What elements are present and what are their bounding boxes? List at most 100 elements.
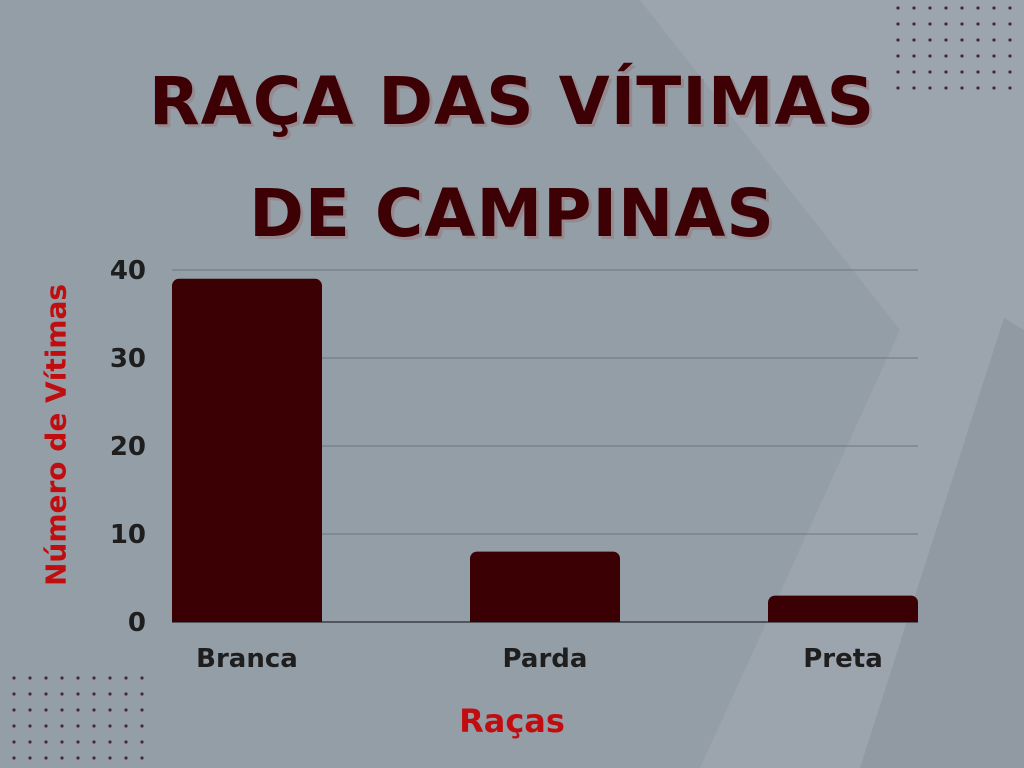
decor-dot xyxy=(992,6,996,10)
decor-dot xyxy=(92,740,96,744)
decor-dot xyxy=(28,692,32,696)
decor-dot xyxy=(12,756,16,760)
y-tick-label: 20 xyxy=(110,432,146,462)
decor-dot xyxy=(992,70,996,74)
decor-dot xyxy=(44,708,48,712)
y-axis-ticks: 0 10 20 30 40 xyxy=(110,256,146,638)
decor-dot xyxy=(28,724,32,728)
decor-dot xyxy=(1008,38,1012,42)
decor-dot xyxy=(140,756,144,760)
decor-dot xyxy=(912,86,916,90)
decor-dot xyxy=(896,6,900,10)
x-tick-label: Branca xyxy=(196,644,298,674)
decor-dot xyxy=(124,740,128,744)
decor-dot xyxy=(1008,86,1012,90)
decor-dot xyxy=(140,740,144,744)
decor-dot xyxy=(12,676,16,680)
decor-dot xyxy=(976,22,980,26)
decor-dot xyxy=(108,692,112,696)
y-tick-label: 0 xyxy=(128,608,146,638)
decor-dot xyxy=(1008,54,1012,58)
decor-dot xyxy=(896,70,900,74)
decor-dot xyxy=(44,676,48,680)
decor-dot xyxy=(92,724,96,728)
decor-dot xyxy=(76,708,80,712)
decor-dot xyxy=(1008,70,1012,74)
chart-title-line-2: DE CAMPINAS xyxy=(249,175,775,252)
decor-dot xyxy=(92,756,96,760)
decor-dot xyxy=(944,70,948,74)
decor-dot xyxy=(992,86,996,90)
decor-dot xyxy=(108,708,112,712)
decor-dot xyxy=(960,22,964,26)
decor-dot xyxy=(896,38,900,42)
decor-dot xyxy=(60,724,64,728)
decor-dot xyxy=(976,86,980,90)
decor-dot xyxy=(76,676,80,680)
y-tick-label: 30 xyxy=(110,344,146,374)
decor-dot xyxy=(124,756,128,760)
decor-dot xyxy=(992,38,996,42)
decor-dot xyxy=(960,86,964,90)
decor-dot xyxy=(44,724,48,728)
decor-dot xyxy=(140,724,144,728)
decor-dot xyxy=(92,692,96,696)
decor-dot xyxy=(12,708,16,712)
decor-dot xyxy=(124,708,128,712)
decor-dot xyxy=(12,740,16,744)
decor-dot xyxy=(92,708,96,712)
bar-base-branca xyxy=(172,614,322,622)
decor-dot xyxy=(44,756,48,760)
decor-dot xyxy=(76,740,80,744)
decor-dot xyxy=(44,740,48,744)
decor-dot xyxy=(928,6,932,10)
decor-dot xyxy=(28,756,32,760)
decor-dot xyxy=(60,740,64,744)
decor-dot xyxy=(12,692,16,696)
bars xyxy=(172,278,918,622)
chart-title-line-1: RAÇA DAS VÍTIMAS xyxy=(148,63,876,140)
decor-dot xyxy=(976,6,980,10)
decor-dot xyxy=(912,54,916,58)
bar-parda xyxy=(470,551,620,622)
bar-base-preta xyxy=(768,614,918,622)
decor-dot xyxy=(928,38,932,42)
decor-dot xyxy=(896,86,900,90)
decor-dot xyxy=(928,54,932,58)
dot-grid-bottom-left xyxy=(12,676,144,760)
decor-dot xyxy=(944,38,948,42)
decor-dot xyxy=(60,692,64,696)
bar-base-parda xyxy=(470,614,620,622)
decor-dot xyxy=(12,724,16,728)
decor-dot xyxy=(60,756,64,760)
chart-title: RAÇA DAS VÍTIMAS DE CAMPINAS xyxy=(0,46,1024,270)
decor-dot xyxy=(960,54,964,58)
decor-dot xyxy=(896,22,900,26)
decor-dot xyxy=(124,692,128,696)
decor-dot xyxy=(92,676,96,680)
decor-dot xyxy=(1008,22,1012,26)
decor-dot xyxy=(896,54,900,58)
decor-dot xyxy=(912,22,916,26)
decor-dot xyxy=(944,54,948,58)
decor-dot xyxy=(108,756,112,760)
decor-dot xyxy=(124,676,128,680)
decor-dot xyxy=(976,54,980,58)
decor-dot xyxy=(960,6,964,10)
decor-dot xyxy=(944,6,948,10)
decor-dot xyxy=(928,22,932,26)
decor-dot xyxy=(912,38,916,42)
x-axis-ticks: Branca Parda Preta xyxy=(196,644,883,674)
y-tick-label: 40 xyxy=(110,256,146,286)
decor-dot xyxy=(928,70,932,74)
decor-dot xyxy=(960,70,964,74)
decor-dot xyxy=(76,756,80,760)
x-tick-label: Preta xyxy=(803,644,883,674)
decor-dot xyxy=(108,740,112,744)
decor-dot xyxy=(140,708,144,712)
decor-dot xyxy=(992,54,996,58)
decor-dot xyxy=(44,692,48,696)
x-axis-label: Raças xyxy=(459,702,565,740)
